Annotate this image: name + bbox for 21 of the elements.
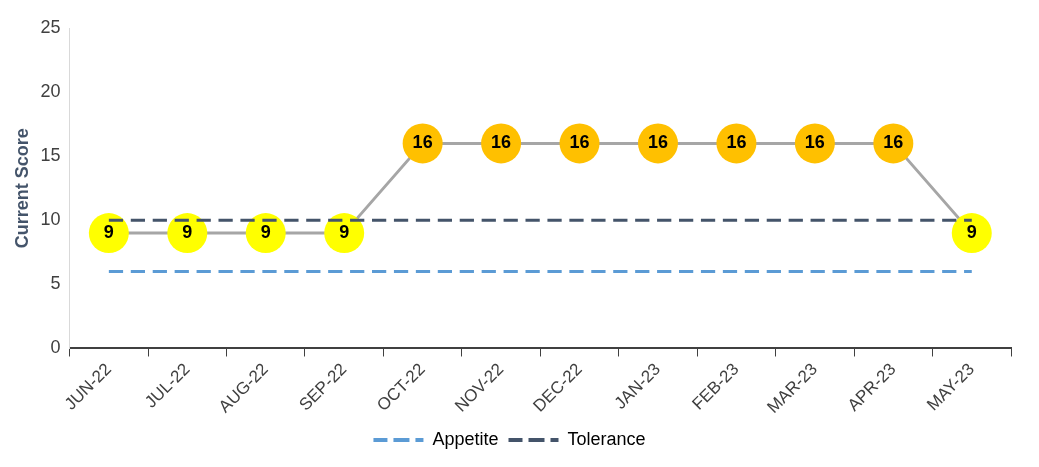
data-label: 9 [260, 222, 271, 243]
data-label: 16 [726, 132, 747, 153]
data-label: 16 [491, 132, 512, 153]
data-label: 16 [883, 132, 904, 153]
y-tick-label: 10 [40, 209, 61, 230]
y-tick-label: 15 [40, 145, 61, 166]
legend-label: Appetite [432, 428, 499, 449]
data-label: 16 [804, 132, 825, 153]
y-tick-label: 25 [40, 16, 61, 37]
data-label: 16 [647, 132, 668, 153]
data-label: 9 [339, 222, 350, 243]
data-label: 16 [569, 132, 590, 153]
data-label: 16 [412, 132, 433, 153]
data-label: 9 [182, 222, 193, 243]
y-axis-title: Current Score [11, 128, 32, 249]
y-tick-label: 20 [40, 81, 61, 102]
data-label: 9 [966, 222, 977, 243]
y-tick-label: 5 [50, 273, 61, 294]
data-label: 9 [103, 222, 114, 243]
legend-label: Tolerance [567, 428, 646, 449]
y-tick-label: 0 [50, 337, 61, 358]
